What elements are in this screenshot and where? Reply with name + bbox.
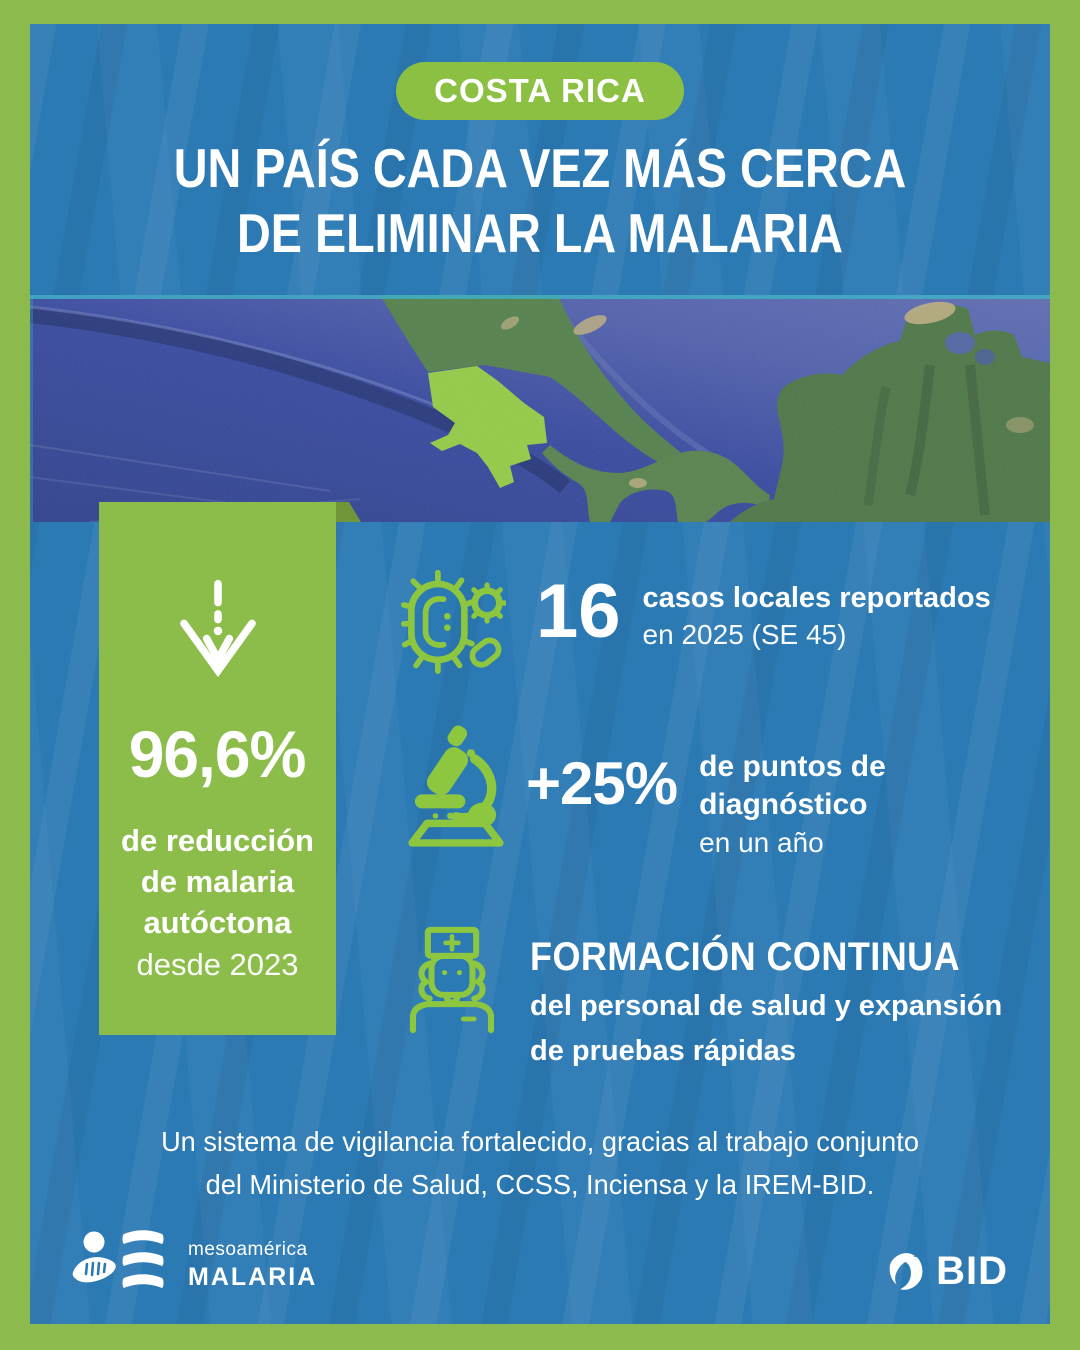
- nurse-icon: [409, 926, 495, 1034]
- malaria-parasite-icon: [400, 569, 506, 674]
- bid-logo-text: BID: [936, 1248, 1008, 1293]
- microscope-icon: [408, 725, 504, 847]
- stat-value-diagnostics: +25%: [526, 750, 678, 817]
- reduction-desc-line2: de malaria: [140, 864, 295, 900]
- country-badge: COSTA RICA: [396, 62, 684, 120]
- closing-note-line2: del Ministerio de Salud, CCSS, Inciensa …: [205, 1169, 875, 1201]
- reduction-desc-line4: desde 2023: [136, 946, 299, 982]
- bid-logo: BID: [882, 1248, 1008, 1294]
- badge-row: COSTA RICA: [30, 62, 1050, 120]
- title-line-1: UN PAÍS CADA VEZ MÁS CERCA: [173, 137, 907, 199]
- mesoamerica-logo-text-bottom: MALARIA: [188, 1262, 318, 1291]
- reduction-value: 96,6%: [129, 717, 307, 791]
- stat-label-regular: en un año: [699, 826, 824, 858]
- stat-label-line1: del personal de salud y expansión: [530, 990, 1003, 1022]
- reduction-box: 96,6% de reducción de malaria autóctona …: [99, 502, 336, 1035]
- box-corner-fold: [336, 502, 361, 522]
- reduction-description: de reducción de malaria autóctona desde …: [121, 820, 314, 985]
- mesoamerica-logo-text-top: mesoamérica: [188, 1238, 308, 1260]
- stat-value-local-cases: 16: [536, 569, 621, 654]
- poster-canvas: COSTA RICA UN PAÍS CADA VEZ MÁS CERCA DE…: [30, 24, 1050, 1324]
- mesoamerica-logo-icon: [72, 1230, 164, 1288]
- satellite-map: [30, 295, 1050, 522]
- closing-note: Un sistema de vigilancia fortalecido, gr…: [30, 1120, 1050, 1207]
- stat-label-bold-line1: de puntos de: [699, 750, 886, 783]
- bid-logo-icon: [889, 1253, 923, 1290]
- poster-title: UN PAÍS CADA VEZ MÁS CERCA DE ELIMINAR L…: [30, 136, 1050, 266]
- stat-row-local-cases: 16 casos locales reportados en 2025 (SE …: [400, 568, 991, 674]
- reduction-desc-line1: de reducción: [121, 823, 314, 858]
- stat-row-training: FORMACIÓN CONTINUA del personal de salud…: [400, 921, 1008, 1070]
- stat-row-diagnostics: +25% de puntos de diagnóstico en un año: [400, 722, 886, 862]
- reduction-desc-line3: autóctona: [143, 905, 292, 941]
- stat-label-line2: de pruebas rápidas: [530, 1035, 796, 1068]
- stat-label-bold: casos locales reportados: [642, 582, 991, 614]
- stat-label-bold-line2: diagnóstico: [699, 788, 868, 822]
- mesoamerica-malaria-logo: mesoamérica MALARIA: [72, 1230, 317, 1300]
- closing-note-line1: Un sistema de vigilancia fortalecido, gr…: [161, 1126, 919, 1157]
- stat-heading-training: FORMACIÓN CONTINUA: [530, 935, 961, 979]
- dashed-down-arrow-icon: [179, 579, 256, 678]
- stat-label-regular: en 2025 (SE 45): [642, 619, 847, 651]
- title-line-2: DE ELIMINAR LA MALARIA: [237, 201, 843, 264]
